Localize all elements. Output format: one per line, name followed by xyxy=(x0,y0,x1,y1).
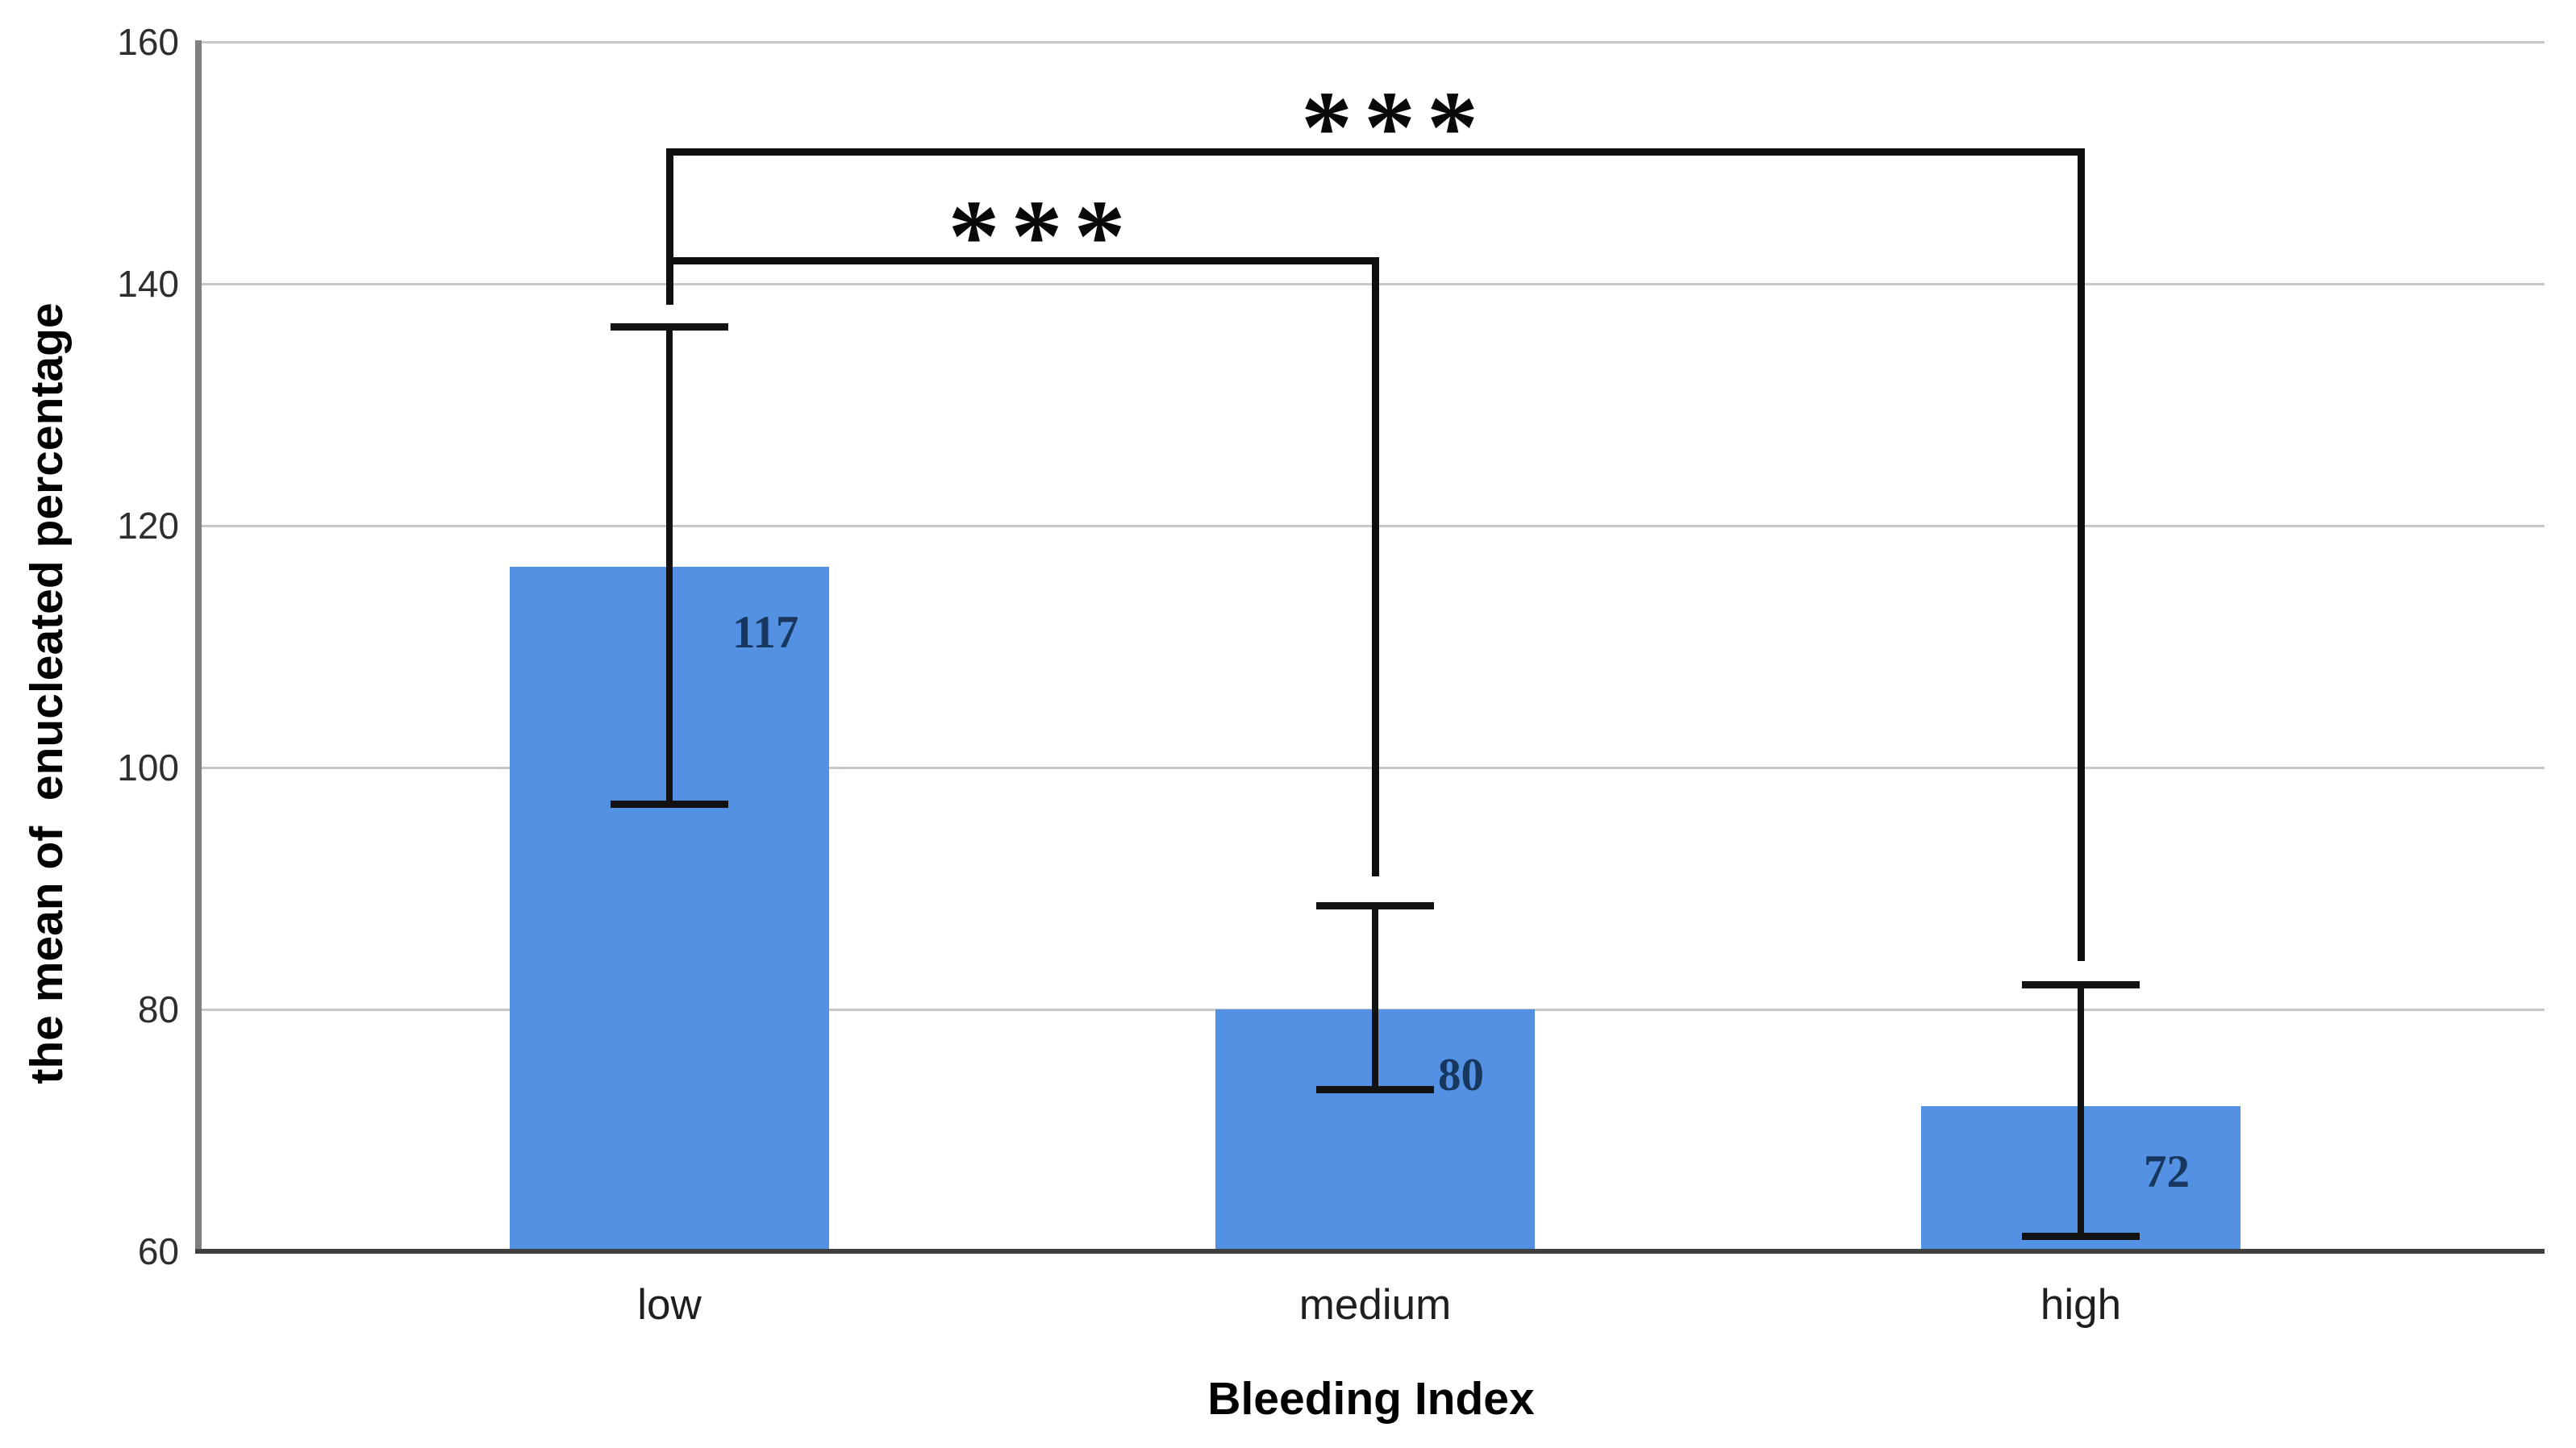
sig-bracket-right-drop-low-medium xyxy=(1372,257,1379,876)
error-bar-cap-top-high xyxy=(2022,980,2140,988)
gridline-120 xyxy=(195,525,2545,527)
bar-value-label-medium: 80 xyxy=(1438,1050,1484,1101)
sig-bracket-left-drop-low-high xyxy=(666,148,673,305)
y-tick-label-60: 60 xyxy=(137,1230,179,1272)
error-bar-cap-top-medium xyxy=(1316,902,1434,909)
x-category-label-high: high xyxy=(2040,1281,2122,1329)
y-tick-label-80: 80 xyxy=(137,988,179,1030)
y-tick-label-160: 160 xyxy=(117,21,179,63)
error-bar-line-high xyxy=(2078,984,2084,1236)
x-axis-line xyxy=(195,1249,2545,1254)
error-bar-line-low xyxy=(666,326,673,804)
sig-label-low-high: *** xyxy=(1301,70,1490,185)
y-axis-line xyxy=(195,40,202,1253)
sig-label-low-medium: *** xyxy=(948,179,1137,293)
y-axis-title: the mean of enucleated percentage xyxy=(21,302,73,1084)
x-axis-title: Bleeding Index xyxy=(1207,1373,1535,1425)
gridline-160 xyxy=(195,41,2545,44)
error-bar-line-medium xyxy=(1372,905,1378,1089)
x-category-label-low: low xyxy=(637,1281,702,1329)
sig-bracket-top-low-high xyxy=(666,148,2084,156)
y-tick-label-120: 120 xyxy=(117,505,179,547)
error-bar-cap-bottom-medium xyxy=(1316,1086,1434,1093)
sig-bracket-right-drop-low-high xyxy=(2078,148,2085,961)
gridline-100 xyxy=(195,767,2545,769)
error-bar-cap-top-low xyxy=(611,322,728,331)
x-category-label-medium: medium xyxy=(1298,1281,1452,1329)
bar-value-label-low: 117 xyxy=(732,607,799,658)
y-tick-label-100: 100 xyxy=(117,747,179,788)
sig-bracket-top-low-medium xyxy=(666,257,1378,264)
y-tick-label-140: 140 xyxy=(117,263,179,305)
gridline-140 xyxy=(195,283,2545,285)
error-bar-cap-bottom-low xyxy=(611,801,728,808)
bar-value-label-high: 72 xyxy=(2144,1146,2190,1197)
error-bar-cap-bottom-high xyxy=(2022,1232,2140,1240)
